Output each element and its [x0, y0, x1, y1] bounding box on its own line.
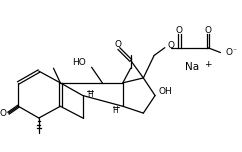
- Text: O: O: [176, 26, 183, 35]
- Text: H: H: [112, 106, 118, 115]
- Text: H: H: [88, 90, 93, 99]
- Text: ⁻: ⁻: [232, 46, 236, 55]
- Text: O: O: [225, 48, 232, 57]
- Text: O: O: [0, 109, 7, 118]
- Text: HO: HO: [72, 58, 86, 67]
- Text: O: O: [204, 26, 211, 35]
- Text: O: O: [168, 41, 175, 50]
- Text: OH: OH: [159, 87, 173, 96]
- Text: O: O: [114, 40, 121, 49]
- Text: Na: Na: [185, 62, 199, 72]
- Text: +: +: [204, 60, 211, 69]
